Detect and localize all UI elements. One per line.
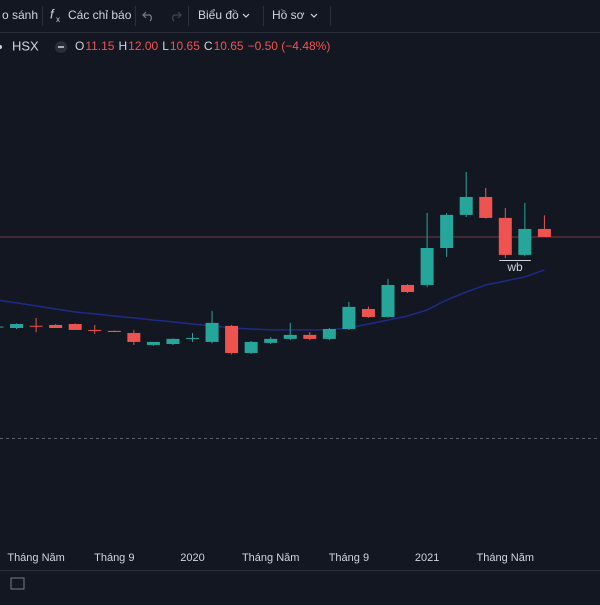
candle-body: [303, 334, 317, 339]
candle-body: [342, 306, 356, 329]
candle-body: [401, 284, 415, 292]
profile-button[interactable]: Hồ sơ: [272, 8, 305, 22]
candle-body: [361, 308, 375, 317]
x-tick-label: 2021: [415, 552, 439, 564]
indicators-button[interactable]: Các chỉ báo: [68, 8, 132, 22]
x-tick-label: Tháng Năm: [7, 552, 64, 564]
candle-body: [498, 217, 512, 255]
candle-body: [49, 324, 63, 328]
fx-icon-sub: x: [56, 15, 60, 24]
legend-value: 12.00: [128, 39, 158, 53]
candle-body: [537, 228, 551, 237]
redo-icon[interactable]: [172, 11, 182, 22]
candle-body: [283, 334, 297, 339]
legend-value: 11.15: [85, 39, 114, 53]
ohlc-legend: O 11.15 H 12.00 L 10.65 C 10.65 −0.50 (−4.48%): [75, 39, 330, 53]
x-tick-label: Tháng 9: [94, 552, 134, 564]
candle-body: [166, 338, 180, 344]
x-tick-label: Tháng Năm: [477, 552, 534, 564]
candle-body: [322, 328, 336, 339]
candle-body: [146, 341, 160, 345]
candle-body: [225, 325, 239, 353]
x-tick-label: Tháng Năm: [242, 552, 299, 564]
compare-button[interactable]: o sánh: [2, 8, 38, 22]
legend-label: L: [162, 39, 169, 53]
legend-change: −0.50 (−4.48%): [248, 39, 331, 53]
chart-button[interactable]: Biểu đồ: [198, 8, 239, 22]
candle-body: [479, 196, 493, 218]
candle-body: [244, 341, 258, 353]
moving-average: [0, 269, 545, 331]
goto-icon[interactable]: [10, 577, 25, 590]
candle-body: [420, 248, 434, 285]
candle-body: [88, 329, 102, 331]
candle-body: [205, 322, 219, 342]
candle-body: [518, 228, 532, 255]
candle-body: [264, 338, 278, 343]
chevron: [242, 13, 250, 18]
fx-icon: f: [50, 6, 55, 21]
candle-body: [440, 214, 454, 248]
chevron: [310, 13, 318, 18]
plot: [0, 172, 600, 355]
annotation: wb: [506, 260, 523, 274]
exchange: HSX: [12, 38, 39, 53]
legend-value: 10.65: [214, 39, 244, 53]
legend-label: H: [118, 39, 127, 53]
candle-body: [381, 284, 395, 317]
candle-body: [68, 324, 82, 330]
legend-label: C: [204, 39, 213, 53]
candle-body: [459, 196, 473, 215]
candle-body: [107, 330, 121, 332]
candle-body: [29, 325, 43, 327]
symbol-dot: [0, 45, 2, 49]
candle-body: [10, 324, 24, 328]
undo-icon[interactable]: [142, 11, 152, 22]
candle-body: [186, 337, 199, 339]
x-tick-label: Tháng 9: [329, 552, 369, 564]
candle-body: [127, 332, 141, 342]
x-tick-label: 2020: [180, 552, 204, 564]
legend-label: O: [75, 39, 84, 53]
legend-value: 10.65: [170, 39, 200, 53]
candle-body: [0, 326, 4, 328]
